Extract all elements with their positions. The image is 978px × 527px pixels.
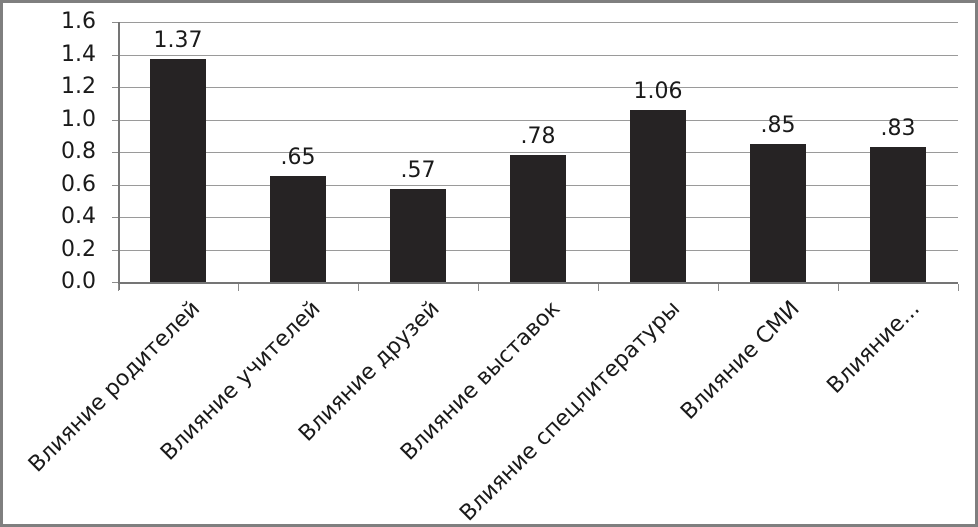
y-axis-tick-label: 0.2 [61, 237, 96, 262]
y-axis-tick [112, 120, 118, 121]
bar [270, 176, 326, 282]
bar-value-label: 1.06 [633, 79, 683, 104]
x-axis-tick [478, 284, 479, 291]
gridline [118, 22, 958, 23]
y-axis-line [118, 22, 120, 290]
x-axis-category-label: Влияние... [822, 296, 925, 399]
x-axis-tick [118, 284, 119, 291]
gridline [118, 87, 958, 88]
y-axis-tick-label: 0.8 [61, 139, 96, 164]
y-axis-tick-label: 0.0 [61, 269, 96, 294]
y-axis-tick-label: 0.4 [61, 204, 96, 229]
gridline [118, 55, 958, 56]
bar [150, 59, 206, 282]
bar [870, 147, 926, 282]
y-axis-tick-label: 0.6 [61, 172, 96, 197]
x-axis-tick [838, 284, 839, 291]
bar-value-label: .85 [760, 113, 796, 138]
x-axis-tick [358, 284, 359, 291]
y-axis-tick-label: 1.0 [61, 107, 96, 132]
bar [630, 110, 686, 282]
bar-value-label: .65 [280, 145, 316, 170]
y-axis-tick [112, 250, 118, 251]
y-axis-tick-label: 1.2 [61, 74, 96, 99]
x-axis-tick [598, 284, 599, 291]
x-axis-line [118, 282, 958, 284]
x-axis-tick [718, 284, 719, 291]
x-axis-category-label: Влияние СМИ [676, 296, 805, 425]
gridline [118, 120, 958, 121]
y-axis-tick [112, 217, 118, 218]
x-axis-category-label: Влияние спецлитературы [455, 296, 685, 527]
gridline [118, 152, 958, 153]
bar [750, 144, 806, 282]
bar-value-label: .57 [400, 158, 436, 183]
bar-value-label: .83 [880, 116, 916, 141]
bar [510, 155, 566, 282]
y-axis-tick-label: 1.6 [61, 9, 96, 34]
y-axis-tick [112, 87, 118, 88]
y-axis-tick [112, 282, 118, 283]
y-axis-tick [112, 22, 118, 23]
bar-value-label: .78 [520, 124, 556, 149]
y-axis-tick [112, 55, 118, 56]
y-axis-tick [112, 185, 118, 186]
y-axis-tick [112, 152, 118, 153]
x-axis-tick [958, 284, 959, 291]
y-axis-tick-label: 1.4 [61, 42, 96, 67]
bar [390, 189, 446, 282]
x-axis-tick [238, 284, 239, 291]
bar-value-label: 1.37 [153, 28, 203, 53]
